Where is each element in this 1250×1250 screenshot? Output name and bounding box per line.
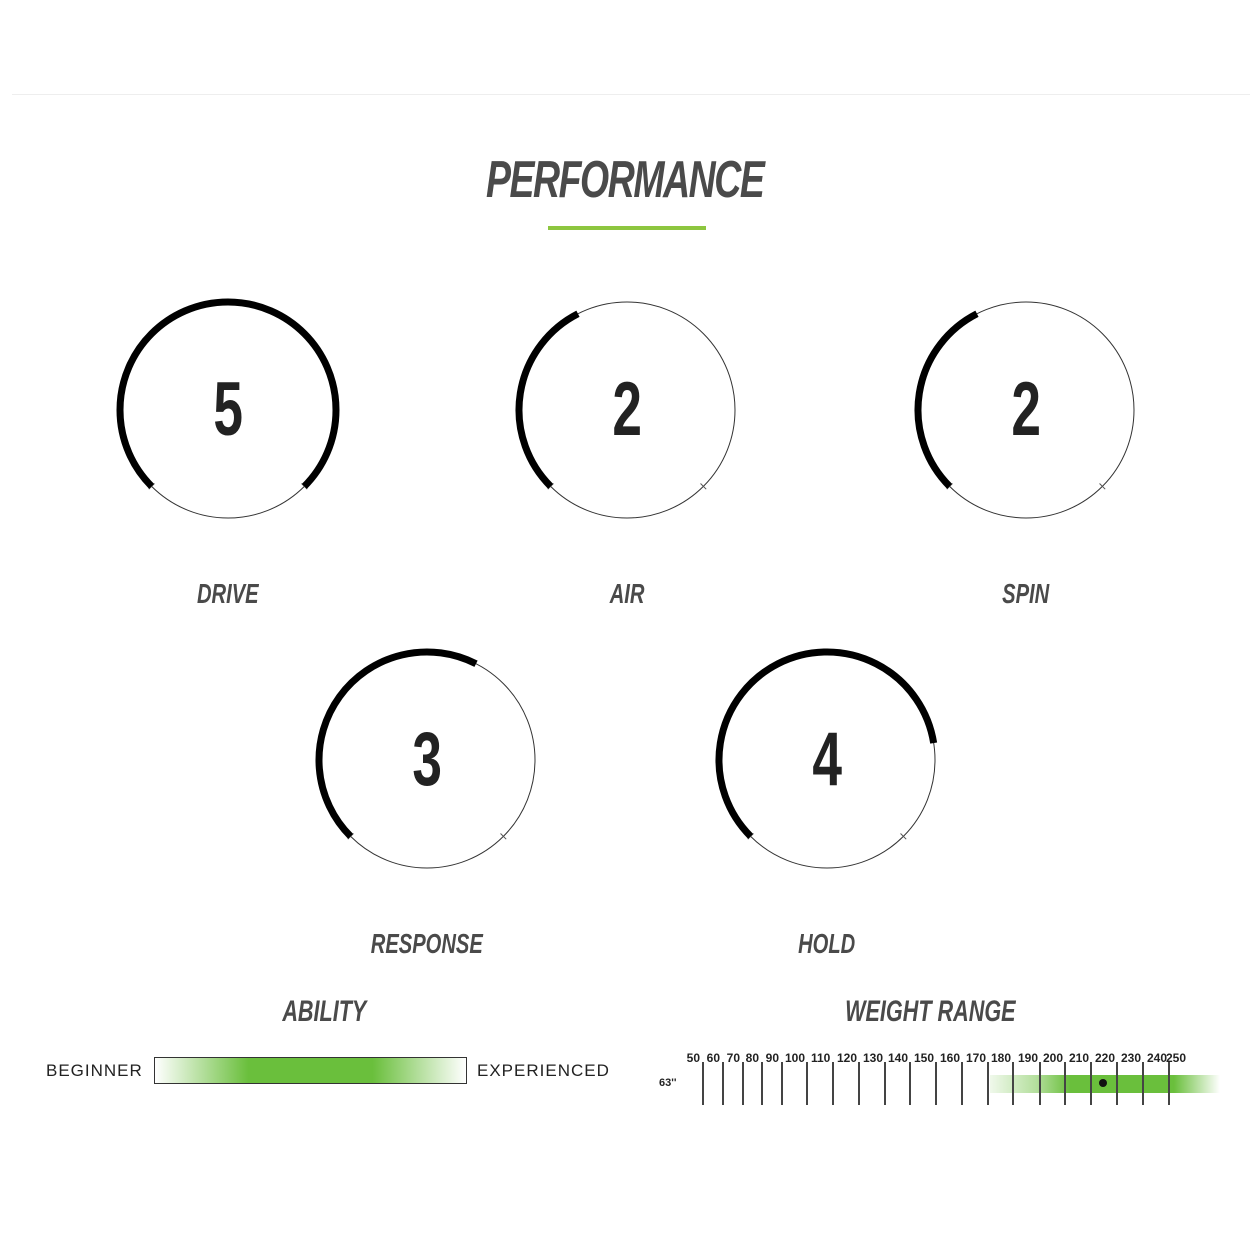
gauge-label: DRIVE bbox=[197, 578, 259, 609]
gauge-value-arc bbox=[914, 310, 979, 489]
gauge-value-arc bbox=[116, 298, 340, 489]
weight-tick-line bbox=[884, 1062, 886, 1105]
weight-tick-label: 50 bbox=[686, 1051, 700, 1065]
gauge-end-tick bbox=[900, 833, 907, 840]
weight-tick-label: 230 bbox=[1121, 1051, 1142, 1065]
weight-tick-line bbox=[935, 1062, 937, 1105]
weight-tick-line bbox=[702, 1062, 704, 1105]
gauge-end-tick bbox=[347, 833, 354, 840]
ability-max-label: EXPERIENCED bbox=[477, 1061, 610, 1080]
gauge-label: SPIN bbox=[1002, 578, 1050, 609]
weight-tick-label: 130 bbox=[863, 1051, 884, 1065]
weight-tick-label: 120 bbox=[837, 1051, 858, 1065]
weight-tick-label: 220 bbox=[1095, 1051, 1116, 1065]
weight-tick-label: 170 bbox=[966, 1051, 987, 1065]
weight-range-title-text: WEIGHT RANGE bbox=[844, 995, 1016, 1028]
weight-tick-line bbox=[1168, 1062, 1170, 1105]
gauge-value-arc bbox=[715, 648, 938, 839]
weight-tick-line bbox=[858, 1062, 860, 1105]
gauge-value: 2 bbox=[612, 367, 642, 452]
gauge-spin: 2 bbox=[906, 290, 1146, 530]
optimal-weight-marker bbox=[1099, 1079, 1107, 1087]
ability-bar bbox=[154, 1057, 467, 1084]
weight-tick-label: 160 bbox=[940, 1051, 961, 1065]
weight-tick-label: 100 bbox=[785, 1051, 806, 1065]
weight-tick-line bbox=[1142, 1062, 1144, 1105]
weight-tick-label: 240 bbox=[1147, 1051, 1168, 1065]
gauge-hold: 4 bbox=[707, 640, 947, 880]
weight-tick-label: 250 bbox=[1166, 1051, 1187, 1065]
weight-tick-line bbox=[987, 1062, 989, 1105]
gauge-value-arc bbox=[515, 310, 580, 489]
weight-tick-label: 210 bbox=[1069, 1051, 1090, 1065]
page-title-text: PERFORMANCE bbox=[486, 151, 765, 209]
gauge-drive: 5 bbox=[108, 290, 348, 530]
gauge-end-tick bbox=[700, 483, 707, 490]
weight-tick-label: 150 bbox=[914, 1051, 935, 1065]
ability-title-text: ABILITY bbox=[281, 995, 366, 1028]
ability-title: ABILITY bbox=[224, 995, 424, 1029]
gauge-label: AIR bbox=[609, 578, 645, 609]
title-underline bbox=[548, 226, 706, 230]
weight-tick-line bbox=[781, 1062, 783, 1105]
gauge-label: RESPONSE bbox=[370, 928, 484, 959]
weight-range-title: WEIGHT RANGE bbox=[780, 995, 1080, 1029]
gauge-value: 5 bbox=[213, 367, 243, 452]
weight-tick-label: 80 bbox=[745, 1051, 759, 1065]
weight-tick-line bbox=[722, 1062, 724, 1105]
gauge-air: 2 bbox=[507, 290, 747, 530]
weight-tick-line bbox=[1039, 1062, 1041, 1105]
weight-tick-label: 200 bbox=[1043, 1051, 1064, 1065]
weight-tick-line bbox=[1064, 1062, 1066, 1105]
weight-tick-label: 90 bbox=[765, 1051, 779, 1065]
gauge-response: 3 bbox=[307, 640, 547, 880]
weight-tick-line bbox=[1116, 1062, 1118, 1105]
gauge-value: 4 bbox=[812, 717, 842, 802]
gauge-end-tick bbox=[1099, 483, 1106, 490]
weight-tick-label: 60 bbox=[706, 1051, 720, 1065]
weight-tick-line bbox=[832, 1062, 834, 1105]
weight-tick-label: 110 bbox=[811, 1051, 831, 1065]
gauge-end-tick bbox=[500, 833, 507, 840]
ability-min-label: BEGINNER bbox=[46, 1061, 143, 1080]
board-size-label: 63'' bbox=[659, 1077, 677, 1089]
weight-tick-line bbox=[1090, 1062, 1092, 1105]
weight-tick-line bbox=[1012, 1062, 1014, 1105]
weight-tick-label: 140 bbox=[888, 1051, 909, 1065]
weight-tick-line bbox=[961, 1062, 963, 1105]
weight-tick-label: 180 bbox=[991, 1051, 1012, 1065]
weight-tick-line bbox=[806, 1062, 808, 1105]
gauge-value-arc bbox=[315, 648, 478, 839]
gauge-value: 2 bbox=[1011, 367, 1041, 452]
weight-tick-line bbox=[909, 1062, 911, 1105]
weight-tick-line bbox=[742, 1062, 744, 1105]
gauge-value: 3 bbox=[412, 717, 442, 802]
weight-tick-line bbox=[761, 1062, 763, 1105]
gauge-label: HOLD bbox=[798, 928, 856, 959]
weight-tick-label: 190 bbox=[1018, 1051, 1039, 1065]
weight-tick-label: 70 bbox=[726, 1051, 740, 1065]
page-title: PERFORMANCE bbox=[0, 150, 1250, 210]
top-divider bbox=[12, 94, 1250, 95]
